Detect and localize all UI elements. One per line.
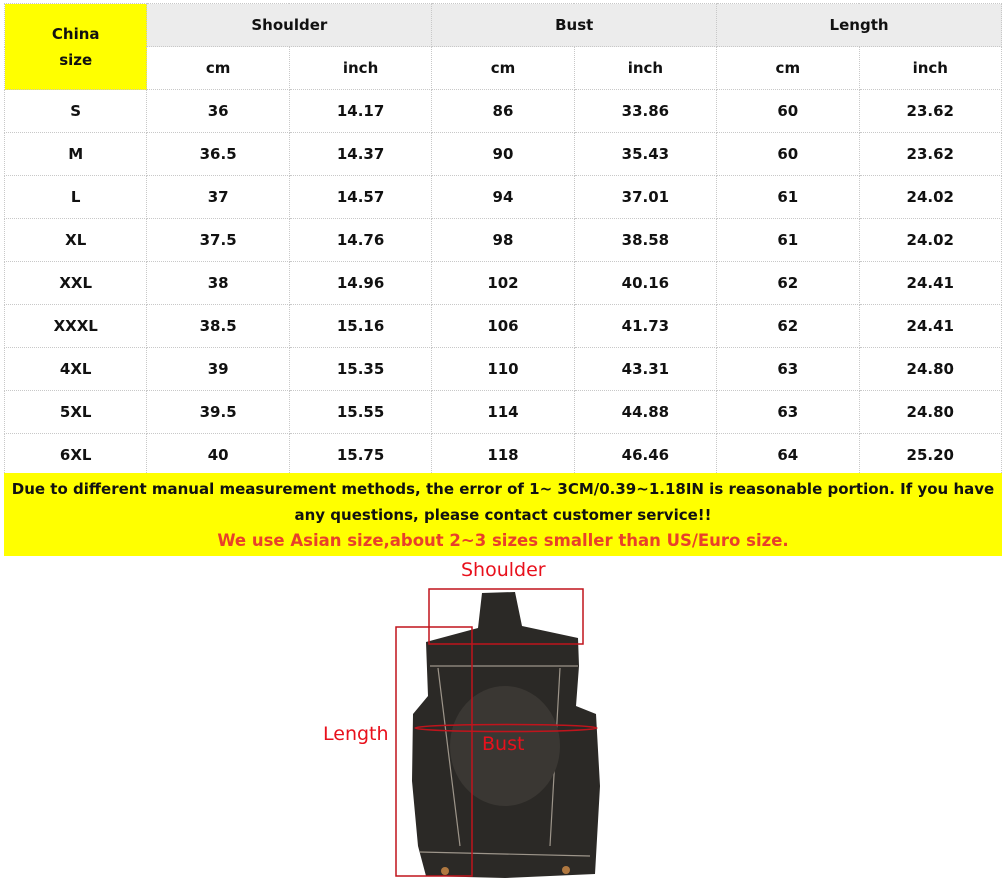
measurement-cell: 64 — [716, 433, 860, 477]
measurement-cell: 62 — [716, 261, 860, 305]
measurement-cell: 62 — [716, 304, 860, 348]
measurement-cell: 63 — [716, 390, 860, 434]
measurement-cell: 39 — [146, 347, 290, 391]
measurement-cell: 36.5 — [146, 132, 290, 176]
table-row: XXL 38 14.96 102 40.16 62 24.41 — [3, 261, 1003, 305]
size-cell: 4XL — [3, 347, 148, 391]
measurement-note: Due to different manual measurement meth… — [4, 473, 1002, 556]
measurement-cell: 40 — [146, 433, 290, 477]
measurement-cell: 24.80 — [858, 347, 1003, 391]
measurement-cell: 24.41 — [858, 261, 1003, 305]
size-cell: L — [3, 175, 148, 219]
size-cell: 5XL — [3, 390, 148, 434]
measurement-cell: 37 — [146, 175, 290, 219]
measurement-cell: 15.35 — [288, 347, 433, 391]
measurement-cell: 46.46 — [573, 433, 718, 477]
unit-header: cm — [146, 46, 290, 90]
table-row: XL 37.5 14.76 98 38.58 61 24.02 — [3, 218, 1003, 262]
header-text: size — [59, 50, 93, 69]
size-cell: M — [3, 132, 148, 176]
measurement-cell: 23.62 — [858, 89, 1003, 133]
measurement-cell: 14.76 — [288, 218, 433, 262]
measurement-cell: 37.01 — [573, 175, 718, 219]
table-row: 4XL 39 15.35 110 43.31 63 24.80 — [3, 347, 1003, 391]
size-cell: XXXL — [3, 304, 148, 348]
bust-header: Bust — [431, 3, 718, 47]
measurement-cell: 61 — [716, 218, 860, 262]
measurement-cell: 24.02 — [858, 218, 1003, 262]
measurement-cell: 98 — [431, 218, 575, 262]
unit-header: cm — [716, 46, 860, 90]
measurement-cell: 14.57 — [288, 175, 433, 219]
measurement-cell: 15.75 — [288, 433, 433, 477]
size-cell: XXL — [3, 261, 148, 305]
measurement-cell: 40.16 — [573, 261, 718, 305]
measurement-cell: 15.16 — [288, 304, 433, 348]
measurement-cell: 39.5 — [146, 390, 290, 434]
measurement-cell: 33.86 — [573, 89, 718, 133]
measurement-cell: 14.96 — [288, 261, 433, 305]
unit-header: inch — [858, 46, 1003, 90]
asian-size-warning: We use Asian size,about 2~3 sizes smalle… — [217, 531, 789, 550]
unit-header: inch — [573, 46, 718, 90]
measurement-cell: 106 — [431, 304, 575, 348]
measurement-cell: 41.73 — [573, 304, 718, 348]
measurement-cell: 60 — [716, 132, 860, 176]
measurement-cell: 37.5 — [146, 218, 290, 262]
measurement-cell: 114 — [431, 390, 575, 434]
measurement-cell: 24.02 — [858, 175, 1003, 219]
table-row: 6XL 40 15.75 118 46.46 64 25.20 — [3, 433, 1003, 477]
vest-measurement-figure: Shoulder Length Bust — [300, 556, 620, 890]
measurement-cell: 14.17 — [288, 89, 433, 133]
measurement-cell: 60 — [716, 89, 860, 133]
measurement-cell: 15.55 — [288, 390, 433, 434]
vest-image — [395, 588, 600, 878]
measurement-cell: 44.88 — [573, 390, 718, 434]
measurement-cell: 86 — [431, 89, 575, 133]
size-chart-table: China size Shoulder Bust Length cm inch cm i… — [3, 3, 1003, 477]
table-row: XXXL 38.5 15.16 106 41.73 62 24.41 — [3, 304, 1003, 348]
measurement-cell: 14.37 — [288, 132, 433, 176]
size-cell: XL — [3, 218, 148, 262]
measurement-cell: 118 — [431, 433, 575, 477]
measurement-cell: 102 — [431, 261, 575, 305]
measurement-cell: 110 — [431, 347, 575, 391]
size-cell: S — [3, 89, 148, 133]
measurement-cell: 36 — [146, 89, 290, 133]
error-note: Due to different manual measurement meth… — [11, 480, 995, 524]
header-text: China — [51, 24, 100, 43]
table-row: S 36 14.17 86 33.86 60 23.62 — [3, 89, 1003, 133]
unit-header: inch — [288, 46, 433, 90]
measurement-cell: 94 — [431, 175, 575, 219]
bust-label: Bust — [482, 733, 525, 755]
length-label: Length — [323, 723, 389, 745]
measurement-cell: 38.5 — [146, 304, 290, 348]
size-cell: 6XL — [3, 433, 148, 477]
measurement-cell: 38 — [146, 261, 290, 305]
table-row: L 37 14.57 94 37.01 61 24.02 — [3, 175, 1003, 219]
measurement-cell: 35.43 — [573, 132, 718, 176]
measurement-cell: 25.20 — [858, 433, 1003, 477]
measurement-cell: 24.41 — [858, 304, 1003, 348]
measurement-cell: 90 — [431, 132, 575, 176]
length-header: Length — [716, 3, 1002, 47]
measurement-cell: 24.80 — [858, 390, 1003, 434]
shoulder-header: Shoulder — [146, 3, 433, 47]
measurement-cell: 38.58 — [573, 218, 718, 262]
measurement-cell: 61 — [716, 175, 860, 219]
table-row: 5XL 39.5 15.55 114 44.88 63 24.80 — [3, 390, 1003, 434]
measurement-cell: 43.31 — [573, 347, 718, 391]
measurement-cell: 23.62 — [858, 132, 1003, 176]
unit-header: cm — [431, 46, 575, 90]
shoulder-label: Shoulder — [461, 559, 546, 581]
china-size-header: China size — [3, 3, 148, 90]
table-row: M 36.5 14.37 90 35.43 60 23.62 — [3, 132, 1003, 176]
measurement-cell: 63 — [716, 347, 860, 391]
